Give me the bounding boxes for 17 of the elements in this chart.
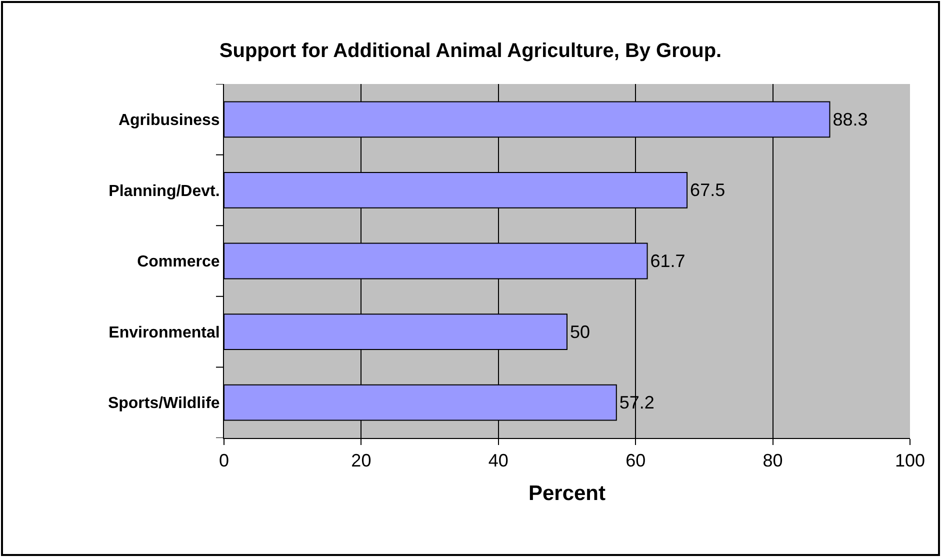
data-label: 50 <box>570 322 590 342</box>
x-axis-title: Percent <box>528 482 606 505</box>
chart-title: Support for Additional Animal Agriculture, By Group. <box>219 40 722 62</box>
y-tick-label: Environmental <box>108 324 220 342</box>
data-label: 67.5 <box>690 180 726 200</box>
x-tick-label: 0 <box>218 450 230 471</box>
y-tick-label: Sports/Wildlife <box>108 395 220 412</box>
y-tick-label: Agribusiness <box>118 112 220 129</box>
x-tick-label: 20 <box>351 450 372 471</box>
y-tick-label: Commerce <box>137 254 220 271</box>
x-tick-label: 100 <box>894 450 926 471</box>
x-tick-label: 80 <box>762 450 783 471</box>
y-tick-label: Planning/Devt. <box>108 182 220 200</box>
data-label: 88.3 <box>832 109 868 130</box>
x-tick-label: 40 <box>488 450 508 471</box>
data-label: 61.7 <box>650 251 686 271</box>
x-tick-label: 60 <box>626 450 646 471</box>
